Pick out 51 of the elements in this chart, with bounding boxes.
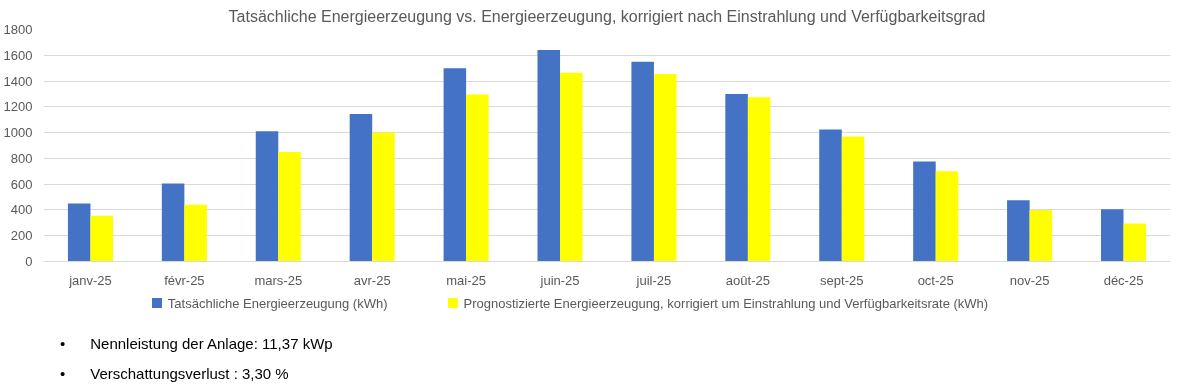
bar (255, 131, 279, 262)
x-tick-label: févr-25 (164, 272, 205, 288)
y-tick-label: 200 (10, 228, 33, 244)
bar (161, 183, 185, 262)
bar (90, 215, 113, 262)
y-tick-label: 1600 (3, 47, 33, 63)
y-tick-label: 1000 (3, 125, 33, 141)
y-tick-label: 1800 (3, 22, 33, 37)
bar (537, 50, 561, 262)
x-tick-label: août-25 (725, 272, 770, 288)
bar (935, 171, 959, 262)
x-tick-label: mars-25 (254, 272, 303, 288)
bar (913, 161, 936, 262)
chart-title: Tatsächliche Energieerzeugung vs. Energieerzeugung, korrigiert nach Einstrahlung und Verfügbarkeitsgrad (228, 7, 986, 25)
x-tick-label: nov-25 (1009, 272, 1050, 288)
y-tick-label: 1200 (3, 99, 33, 115)
y-tick-label: 0 (25, 254, 33, 269)
bar (67, 203, 91, 262)
y-tick-label: 600 (10, 176, 33, 192)
bar (443, 68, 467, 262)
y-tick-label: 400 (10, 202, 33, 218)
x-tick-label: déc-25 (1103, 272, 1144, 288)
bar (184, 204, 207, 262)
x-tick-label: oct-25 (917, 272, 954, 288)
text: • Verschattungsverlust : 3,30 % (60, 364, 289, 384)
bar (631, 61, 654, 262)
y-tick-label: 1400 (3, 73, 33, 89)
bar (278, 151, 301, 262)
bar (466, 94, 489, 262)
bar (1101, 209, 1124, 262)
x-tick-label: juil-25 (635, 272, 672, 288)
bar (1007, 200, 1030, 262)
bar (841, 136, 865, 262)
bar (349, 113, 373, 262)
bar (1123, 223, 1147, 262)
x-tick-label: mai-25 (446, 272, 487, 288)
bar (747, 97, 771, 262)
x-tick-label: janv-25 (68, 272, 112, 288)
x-tick-label: juin-25 (539, 272, 580, 288)
y-tick-label: 800 (10, 150, 33, 166)
text: • Nennleistung der Anlage: 11,37 kWp (60, 334, 333, 354)
bar (653, 73, 677, 262)
x-tick-label: sept-25 (820, 272, 864, 288)
bar (372, 132, 395, 262)
bar (560, 72, 583, 262)
legend-label: Prognostizierte Energieerzeugung, korrigiert um Einstrahlung und Verfügbarkeitsrate (kWh) (463, 296, 989, 311)
bar (725, 93, 748, 262)
bar (1029, 209, 1053, 262)
x-tick-label: avr-25 (353, 272, 391, 288)
legend-label: Tatsächliche Energieerzeugung (kWh) (167, 296, 388, 311)
bar (819, 129, 842, 262)
